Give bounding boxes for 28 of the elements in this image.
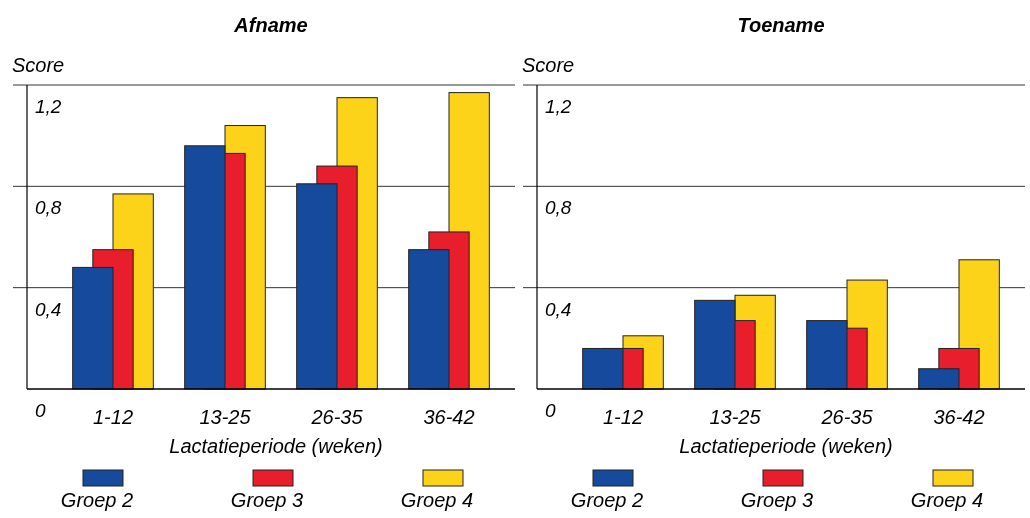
x-axis-title: Lactatieperiode (weken) — [169, 435, 383, 457]
legend-label: Groep 2 — [570, 489, 644, 511]
y-tick-label: 0 — [35, 400, 46, 421]
y-tick-label: 0,8 — [35, 197, 62, 219]
y-tick-label: 0,8 — [545, 197, 572, 219]
x-tick-label: 1-12 — [92, 406, 134, 428]
x-tick-label: 13-25 — [199, 406, 252, 428]
y-axis-title: Score — [522, 54, 575, 76]
x-tick-label: 13-25 — [709, 406, 762, 428]
y-tick-label: 0 — [545, 400, 556, 421]
x-tick-label: 26-35 — [820, 406, 874, 428]
y-tick-label: 1,2 — [545, 96, 572, 117]
chart-title: Afname — [233, 14, 308, 36]
y-tick-label: 1,2 — [35, 96, 62, 117]
legend-label: Groep 2 — [60, 489, 134, 511]
legend-label: Groep 3 — [740, 489, 814, 511]
x-axis-title: Lactatieperiode (weken) — [679, 435, 893, 457]
legend-label: Groep 4 — [400, 489, 474, 511]
legend-label: Groep 3 — [230, 489, 304, 511]
x-tick-label: 36-42 — [423, 406, 475, 428]
x-tick-label: 1-12 — [602, 406, 644, 428]
x-tick-label: 26-35 — [310, 406, 364, 428]
chart-title: Toename — [737, 14, 825, 36]
y-tick-label: 0,4 — [545, 298, 572, 320]
legend-label: Groep 4 — [910, 489, 984, 511]
y-axis-title: Score — [12, 54, 65, 76]
x-tick-label: 36-42 — [933, 406, 985, 428]
y-tick-label: 0,4 — [35, 298, 62, 320]
